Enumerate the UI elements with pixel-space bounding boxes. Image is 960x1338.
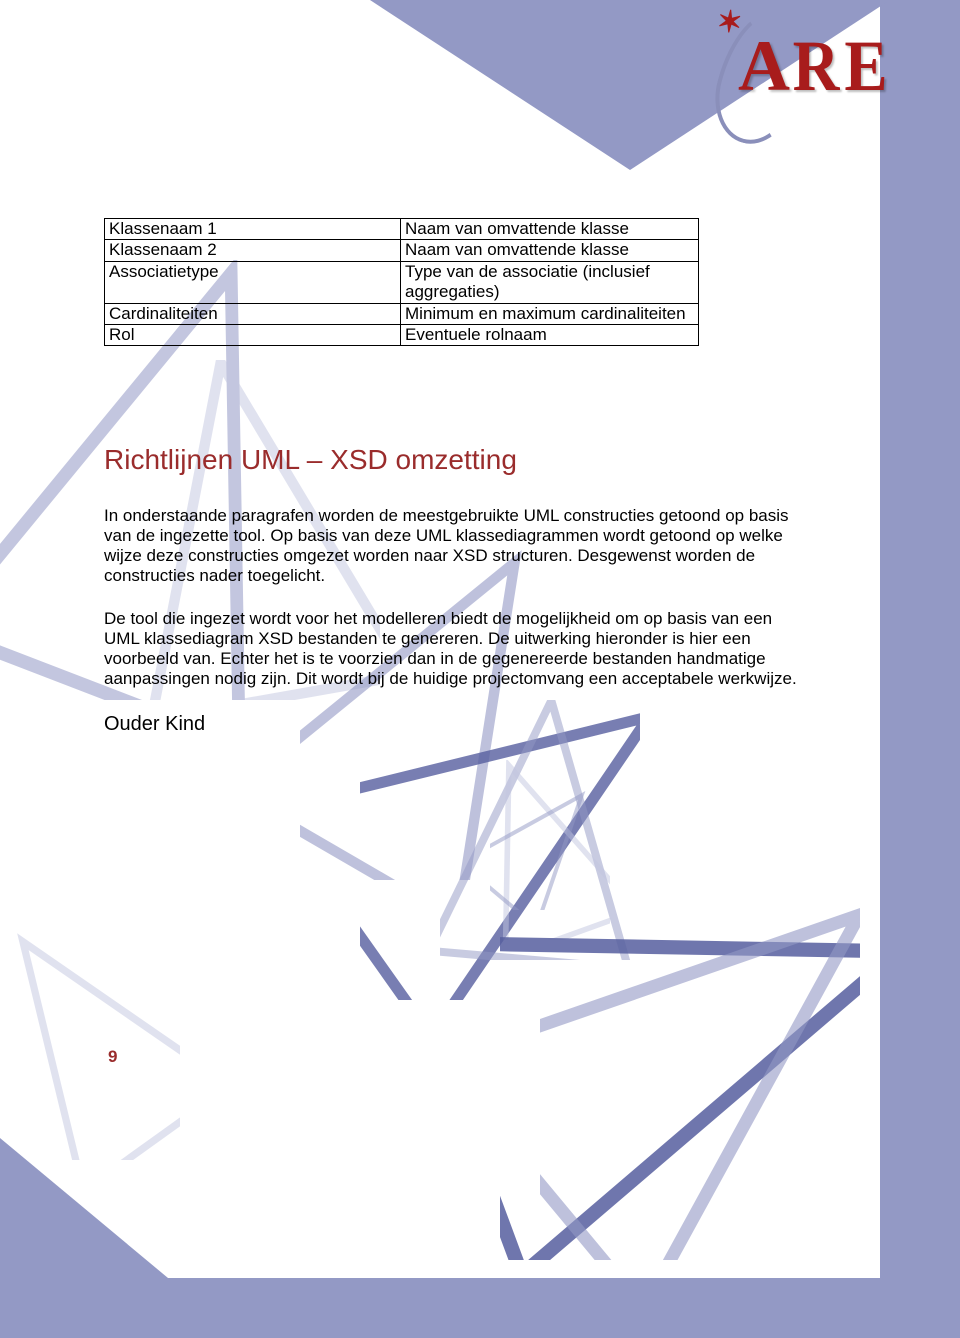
page-content: Klassenaam 1Naam van omvattende klasseKl… xyxy=(104,218,804,736)
table-row: Klassenaam 2Naam van omvattende klasse xyxy=(105,240,699,261)
table-cell-term: Klassenaam 2 xyxy=(105,240,401,261)
logo: ✶ ARE xyxy=(715,5,890,160)
table-cell-term: Rol xyxy=(105,324,401,345)
table-cell-definition: Type van de associatie (inclusief aggreg… xyxy=(401,261,699,303)
intro-paragraph-2: De tool die ingezet wordt voor het model… xyxy=(104,609,804,689)
decorative-triangle xyxy=(500,800,860,1260)
definitions-table: Klassenaam 1Naam van omvattende klasseKl… xyxy=(104,218,699,346)
intro-paragraph-1: In onderstaande paragrafen worden de mee… xyxy=(104,506,804,586)
table-cell-term: Associatietype xyxy=(105,261,401,303)
table-row: AssociatietypeType van de associatie (in… xyxy=(105,261,699,303)
decorative-triangle xyxy=(0,920,180,1160)
page-margin-right xyxy=(880,0,960,1338)
page-number: 9 xyxy=(108,1047,117,1067)
decorative-triangle xyxy=(470,760,610,940)
table-cell-term: Cardinaliteiten xyxy=(105,303,401,324)
table-cell-term: Klassenaam 1 xyxy=(105,219,401,240)
decorative-triangle xyxy=(490,780,590,910)
footer-triangle xyxy=(0,1138,240,1338)
section-heading: Richtlijnen UML – XSD omzetting xyxy=(104,444,804,476)
decorative-triangle xyxy=(540,840,860,1260)
table-row: Klassenaam 1Naam van omvattende klasse xyxy=(105,219,699,240)
table-row: CardinaliteitenMinimum en maximum cardin… xyxy=(105,303,699,324)
table-cell-definition: Naam van omvattende klasse xyxy=(401,219,699,240)
decorative-triangle xyxy=(440,700,640,960)
table-cell-definition: Minimum en maximum cardinaliteiten xyxy=(401,303,699,324)
subsection-heading: Ouder Kind xyxy=(104,713,804,736)
table-cell-definition: Naam van omvattende klasse xyxy=(401,240,699,261)
table-cell-definition: Eventuele rolnaam xyxy=(401,324,699,345)
table-row: RolEventuele rolnaam xyxy=(105,324,699,345)
